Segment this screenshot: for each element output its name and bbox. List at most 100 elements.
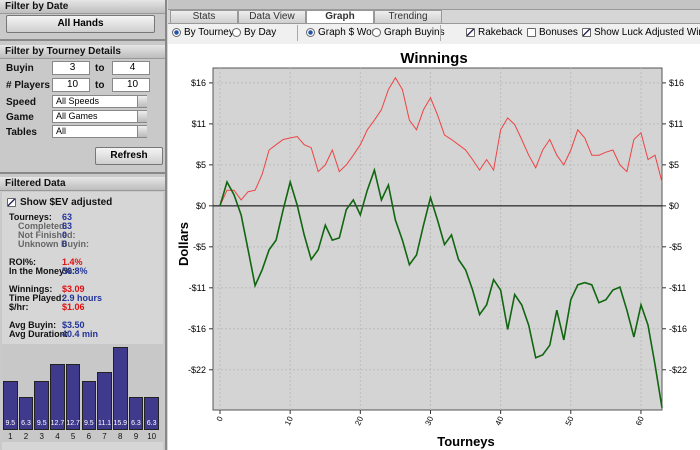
y-tick-label: $16 bbox=[191, 78, 206, 88]
stat-value: 0 bbox=[62, 230, 68, 240]
x-tick-label: 10 bbox=[283, 415, 295, 427]
stat-value: $3.50 bbox=[62, 320, 85, 330]
histogram-category: 3 bbox=[39, 432, 44, 441]
section-header: Filtered Data bbox=[5, 178, 66, 189]
bar-value-label: 15.9 bbox=[113, 420, 128, 427]
x-axis-label: Tourneys bbox=[437, 434, 495, 449]
histogram-category: 10 bbox=[147, 432, 157, 441]
bar-value-label: 9.5 bbox=[36, 420, 47, 427]
bar-value-label: 9.5 bbox=[5, 420, 16, 427]
checkbox-label: Bonuses bbox=[539, 27, 578, 38]
histogram-category: 8 bbox=[118, 432, 123, 441]
histogram-category: 7 bbox=[102, 432, 107, 441]
tab[interactable]: Graph bbox=[306, 10, 374, 23]
field-label: Buyin bbox=[6, 63, 34, 74]
plot-area bbox=[212, 67, 663, 411]
histogram-bar bbox=[50, 363, 65, 430]
checkbox-label: Show Luck Adjusted Winnings bbox=[594, 27, 700, 38]
x-tick-label: 40 bbox=[494, 415, 506, 427]
radio[interactable] bbox=[372, 28, 381, 37]
data-line bbox=[219, 167, 663, 408]
x-tick-label: 50 bbox=[564, 415, 576, 427]
radio[interactable] bbox=[172, 28, 181, 37]
bar-value-label: 6.3 bbox=[21, 420, 31, 427]
field-label: to bbox=[95, 63, 105, 74]
x-tick-label: 0 bbox=[215, 415, 225, 423]
stat-label: Avg Duration: bbox=[9, 329, 69, 339]
field-label: # Players bbox=[6, 80, 50, 91]
y-tick-label: $11 bbox=[669, 119, 683, 129]
stat-label: In the Money%: bbox=[9, 266, 76, 276]
histogram-bar bbox=[81, 380, 97, 430]
checkbox-label: Rakeback bbox=[478, 27, 523, 38]
y-tick-label: $0 bbox=[669, 201, 679, 211]
histogram-category: 4 bbox=[55, 432, 60, 441]
separator bbox=[440, 25, 441, 41]
stat-label: Completed: bbox=[18, 221, 68, 231]
checkbox-label: Show $EV adjusted bbox=[20, 197, 113, 208]
input[interactable]: 10 bbox=[52, 78, 90, 92]
histogram-bar bbox=[65, 363, 81, 430]
x-tick-label: 30 bbox=[423, 415, 435, 427]
stat-value: 50.8% bbox=[62, 266, 88, 276]
section-header-bg bbox=[0, 177, 165, 191]
input[interactable]: 10 bbox=[112, 78, 150, 92]
divider bbox=[0, 172, 165, 174]
stat-value: 63 bbox=[62, 221, 73, 231]
toolbar-strip bbox=[168, 0, 700, 10]
stat-label: Tourneys: bbox=[9, 212, 52, 222]
data-line bbox=[219, 76, 663, 207]
radio-label: By Day bbox=[244, 27, 277, 38]
bar-value-label: 12.7 bbox=[50, 420, 65, 427]
bar-value-label: 6.3 bbox=[146, 420, 157, 427]
y-tick-label: $0 bbox=[196, 201, 206, 211]
histogram-category: 2 bbox=[23, 432, 29, 441]
y-tick-label: $5 bbox=[669, 160, 679, 170]
stat-label: Not Finished: bbox=[18, 230, 76, 240]
checkbox[interactable] bbox=[527, 28, 536, 37]
bar-value-label: 9.5 bbox=[83, 420, 94, 427]
y-tick-label: -$11 bbox=[669, 283, 686, 293]
select[interactable]: All Speeds bbox=[52, 95, 147, 108]
stat-value: 40.4 min bbox=[62, 329, 99, 339]
bar-value-label: 12.7 bbox=[66, 420, 80, 427]
section-header: Filter by Date bbox=[5, 1, 69, 12]
y-tick-label: -$5 bbox=[669, 242, 682, 252]
stat-value: 2.9 hours bbox=[62, 293, 103, 303]
tab[interactable]: Stats bbox=[170, 10, 238, 23]
checkbox[interactable] bbox=[7, 198, 16, 207]
radio[interactable] bbox=[232, 28, 241, 37]
histogram-category: 9 bbox=[133, 432, 139, 441]
y-tick-label: -$16 bbox=[188, 324, 206, 334]
section-header: Filter by Tourney Details bbox=[5, 46, 121, 57]
stat-label: Avg Buyin: bbox=[9, 320, 57, 330]
button[interactable]: All Hands bbox=[6, 15, 155, 33]
radio[interactable] bbox=[306, 28, 315, 37]
input[interactable]: 4 bbox=[112, 61, 150, 75]
select[interactable]: All bbox=[52, 125, 147, 138]
chart-title: Winnings bbox=[400, 50, 467, 67]
histogram-bar bbox=[128, 397, 144, 430]
input[interactable]: 3 bbox=[52, 61, 90, 75]
tab[interactable]: Trending bbox=[374, 10, 442, 23]
tab[interactable]: Data View bbox=[238, 10, 306, 23]
separator bbox=[297, 25, 298, 41]
stat-label: $/hr: bbox=[9, 302, 29, 312]
button[interactable]: Refresh bbox=[95, 147, 163, 165]
stat-label: ROI%: bbox=[9, 257, 36, 267]
radio-label: Graph $ Won bbox=[318, 27, 378, 38]
histogram-bar bbox=[97, 372, 112, 430]
select[interactable]: All Games bbox=[52, 110, 147, 123]
y-axis-label: Dollars bbox=[176, 222, 191, 266]
checkbox[interactable] bbox=[582, 28, 591, 37]
select-arrow bbox=[137, 126, 147, 137]
bar-value-label: 11.1 bbox=[97, 420, 112, 427]
y-tick-label: -$5 bbox=[193, 242, 206, 252]
stat-value: 63 bbox=[62, 212, 73, 222]
checkbox[interactable] bbox=[466, 28, 475, 37]
field-label: Game bbox=[6, 112, 34, 123]
field-label: Tables bbox=[6, 127, 37, 138]
stat-label: Winnings: bbox=[9, 284, 53, 294]
y-tick-label: -$22 bbox=[188, 365, 206, 375]
